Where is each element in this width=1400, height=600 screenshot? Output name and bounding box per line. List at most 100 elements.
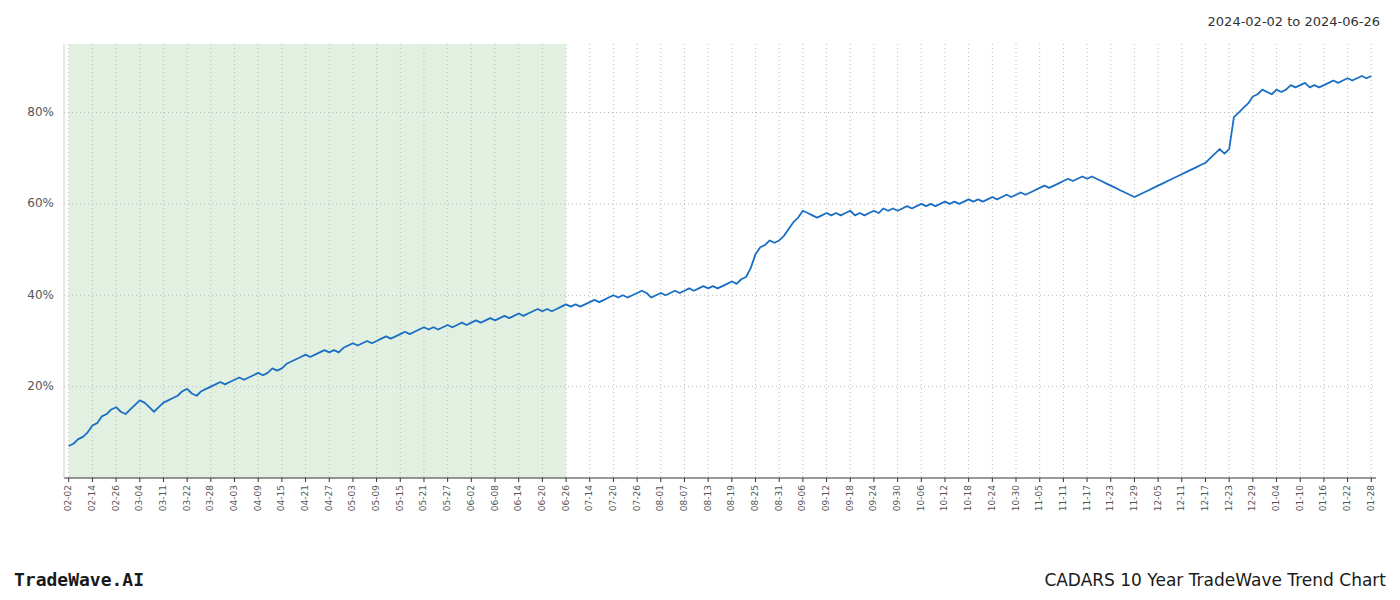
- x-tick-label: 09-24: [868, 485, 878, 511]
- x-tick-label: 04-03: [229, 485, 239, 511]
- x-grid-line: [187, 44, 188, 478]
- y-tick-label: 80%: [27, 105, 54, 119]
- x-tick-label: 10-24: [987, 485, 997, 511]
- x-axis-line: [64, 477, 1376, 478]
- x-grid-line: [1347, 44, 1348, 478]
- trend-line: [69, 76, 1372, 446]
- x-tick-label: 11-23: [1105, 485, 1115, 511]
- x-grid-line: [1229, 44, 1230, 478]
- x-tick-label: 01-16: [1318, 485, 1328, 511]
- x-grid-line: [850, 44, 851, 478]
- x-tick-label: 08-01: [655, 485, 665, 511]
- x-grid-line: [1371, 44, 1372, 478]
- x-tick-label: 08-19: [726, 485, 736, 511]
- x-tick-label: 08-25: [750, 485, 760, 511]
- x-tick-label: 08-13: [703, 485, 713, 511]
- x-tick-label: 12-23: [1224, 485, 1234, 511]
- subtitle: 2024-02-02 to 2024-06-26: [1208, 14, 1380, 29]
- x-grid-line: [873, 44, 874, 478]
- y-axis-line: [64, 44, 65, 478]
- x-grid-line: [163, 44, 164, 478]
- x-tick-label: 08-31: [774, 485, 784, 511]
- x-tick-label: 01-22: [1342, 485, 1352, 511]
- x-tick-label: 02-02: [63, 485, 73, 511]
- x-tick-label: 05-21: [418, 485, 428, 511]
- x-grid-line: [944, 44, 945, 478]
- x-grid-line: [968, 44, 969, 478]
- x-tick-label: 08-07: [679, 485, 689, 511]
- x-grid-line: [518, 44, 519, 478]
- x-grid-line: [1323, 44, 1324, 478]
- y-tick-label: 20%: [27, 379, 54, 393]
- x-tick-label: 10-12: [939, 485, 949, 511]
- x-tick-label: 03-22: [182, 485, 192, 511]
- x-tick-label: 04-27: [324, 485, 334, 511]
- x-grid-line: [779, 44, 780, 478]
- x-tick-label: 04-21: [300, 485, 310, 511]
- x-grid-line: [92, 44, 93, 478]
- x-tick-label: 03-04: [134, 485, 144, 511]
- x-grid-line: [1181, 44, 1182, 478]
- x-grid-line: [305, 44, 306, 478]
- x-grid-line: [1300, 44, 1301, 478]
- x-grid-line: [708, 44, 709, 478]
- y-tick-label: 60%: [27, 196, 54, 210]
- x-grid-line: [258, 44, 259, 478]
- x-tick-label: 03-11: [158, 485, 168, 511]
- x-tick-label: 09-18: [845, 485, 855, 511]
- x-tick-label: 02-26: [111, 485, 121, 511]
- x-grid-line: [1016, 44, 1017, 478]
- y-tick-label: 40%: [27, 288, 54, 302]
- x-tick-label: 05-03: [347, 485, 357, 511]
- x-tick-label: 05-09: [371, 485, 381, 511]
- x-grid-line: [826, 44, 827, 478]
- x-tick-label: 04-09: [253, 485, 263, 511]
- x-tick-label: 06-26: [561, 485, 571, 511]
- x-grid-line: [1063, 44, 1064, 478]
- x-tick-label: 09-06: [797, 485, 807, 511]
- x-grid-line: [1276, 44, 1277, 478]
- x-grid-line: [731, 44, 732, 478]
- x-tick-label: 07-14: [584, 485, 594, 511]
- x-grid-line: [1087, 44, 1088, 478]
- x-grid-line: [802, 44, 803, 478]
- x-tick-label: 01-10: [1295, 485, 1305, 511]
- x-tick-label: 10-30: [1011, 485, 1021, 511]
- y-grid-line: [64, 112, 1376, 113]
- x-grid-line: [684, 44, 685, 478]
- x-grid-line: [637, 44, 638, 478]
- x-tick-label: 07-20: [608, 485, 618, 511]
- x-grid-line: [471, 44, 472, 478]
- x-tick-label: 05-15: [395, 485, 405, 511]
- x-grid-line: [1134, 44, 1135, 478]
- x-grid-line: [1110, 44, 1111, 478]
- x-grid-line: [210, 44, 211, 478]
- shaded-region: [69, 44, 566, 478]
- x-grid-line: [566, 44, 567, 478]
- x-tick-label: 06-20: [537, 485, 547, 511]
- y-grid-line: [64, 295, 1376, 296]
- y-grid-line: [64, 386, 1376, 387]
- x-grid-line: [376, 44, 377, 478]
- x-grid-line: [992, 44, 993, 478]
- x-tick-label: 10-18: [963, 485, 973, 511]
- brand-label: TradeWave.AI: [14, 569, 144, 590]
- x-grid-line: [68, 44, 69, 478]
- x-grid-line: [234, 44, 235, 478]
- x-grid-line: [447, 44, 448, 478]
- x-grid-line: [613, 44, 614, 478]
- x-grid-line: [542, 44, 543, 478]
- x-tick-label: 04-15: [276, 485, 286, 511]
- x-tick-label: 11-11: [1058, 485, 1068, 511]
- chart: 20%40%60%80%02-0202-1402-2603-0403-1103-…: [0, 0, 1400, 600]
- axes: 20%40%60%80%02-0202-1402-2603-0403-1103-…: [27, 44, 1376, 511]
- x-grid-line: [1205, 44, 1206, 478]
- x-grid-line: [116, 44, 117, 478]
- x-grid-line: [423, 44, 424, 478]
- title: CADARS 10 Year TradeWave Trend Chart: [1044, 570, 1386, 590]
- x-tick-label: 06-08: [490, 485, 500, 511]
- x-tick-label: 12-17: [1200, 485, 1210, 511]
- x-grid-line: [1158, 44, 1159, 478]
- x-tick-label: 12-29: [1247, 485, 1257, 511]
- x-tick-label: 07-26: [632, 485, 642, 511]
